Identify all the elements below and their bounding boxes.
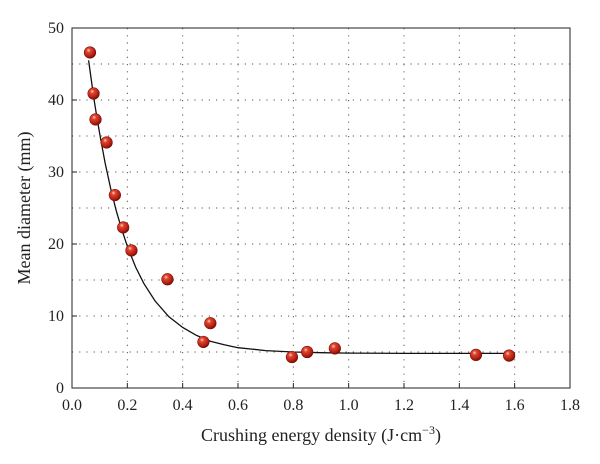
y-tick-label: 30 [48,164,64,181]
x-tick-label: 0.4 [173,397,193,414]
x-tick-label: 1.2 [394,397,414,414]
data-point [204,317,217,330]
data-points [83,46,516,364]
grid-lines [72,28,570,388]
data-point [100,136,113,149]
x-tick-label: 0.6 [228,397,248,414]
y-tick-label: 50 [48,20,64,37]
y-tick-label: 10 [48,308,64,325]
data-point [285,350,299,364]
data-point [117,221,130,234]
y-tick-label: 20 [48,236,64,253]
data-point [161,273,174,286]
data-point [197,335,210,349]
x-tick-label: 1.8 [560,397,580,414]
data-point [125,244,138,257]
data-point [108,188,121,202]
data-point [503,349,516,362]
y-tick-labels: 0 10 20 30 40 50 [48,20,64,397]
x-axis-title: Crushing energy density (J·cm−3) [201,423,441,446]
plot-frame [71,27,571,389]
axis-ticks [71,27,571,389]
y-axis-title: Mean diameter (mm) [14,132,35,285]
data-point [89,113,102,126]
data-point [301,345,314,359]
data-point [469,348,483,361]
y-tick-label: 0 [56,380,64,397]
x-tick-label: 1.0 [339,397,359,414]
x-tick-label: 0.8 [283,397,303,414]
data-point [328,342,341,355]
y-tick-label: 40 [48,92,64,109]
data-point [87,87,100,100]
x-tick-labels: 0.0 0.2 0.4 0.6 0.8 1.0 1.2 1.4 1.6 1.8 [62,397,580,414]
fit-curve [87,60,515,355]
x-tick-label: 1.4 [449,397,469,414]
x-tick-label: 0.2 [117,397,137,414]
data-point [83,46,97,59]
x-tick-label: 0.0 [62,397,82,414]
x-tick-label: 1.6 [505,397,525,414]
